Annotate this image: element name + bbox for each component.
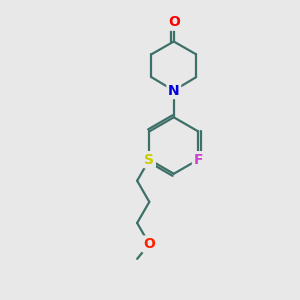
Text: S: S [144,153,154,167]
Text: N: N [168,84,180,98]
Text: O: O [168,15,180,29]
Text: F: F [194,153,203,167]
Text: O: O [143,237,155,251]
